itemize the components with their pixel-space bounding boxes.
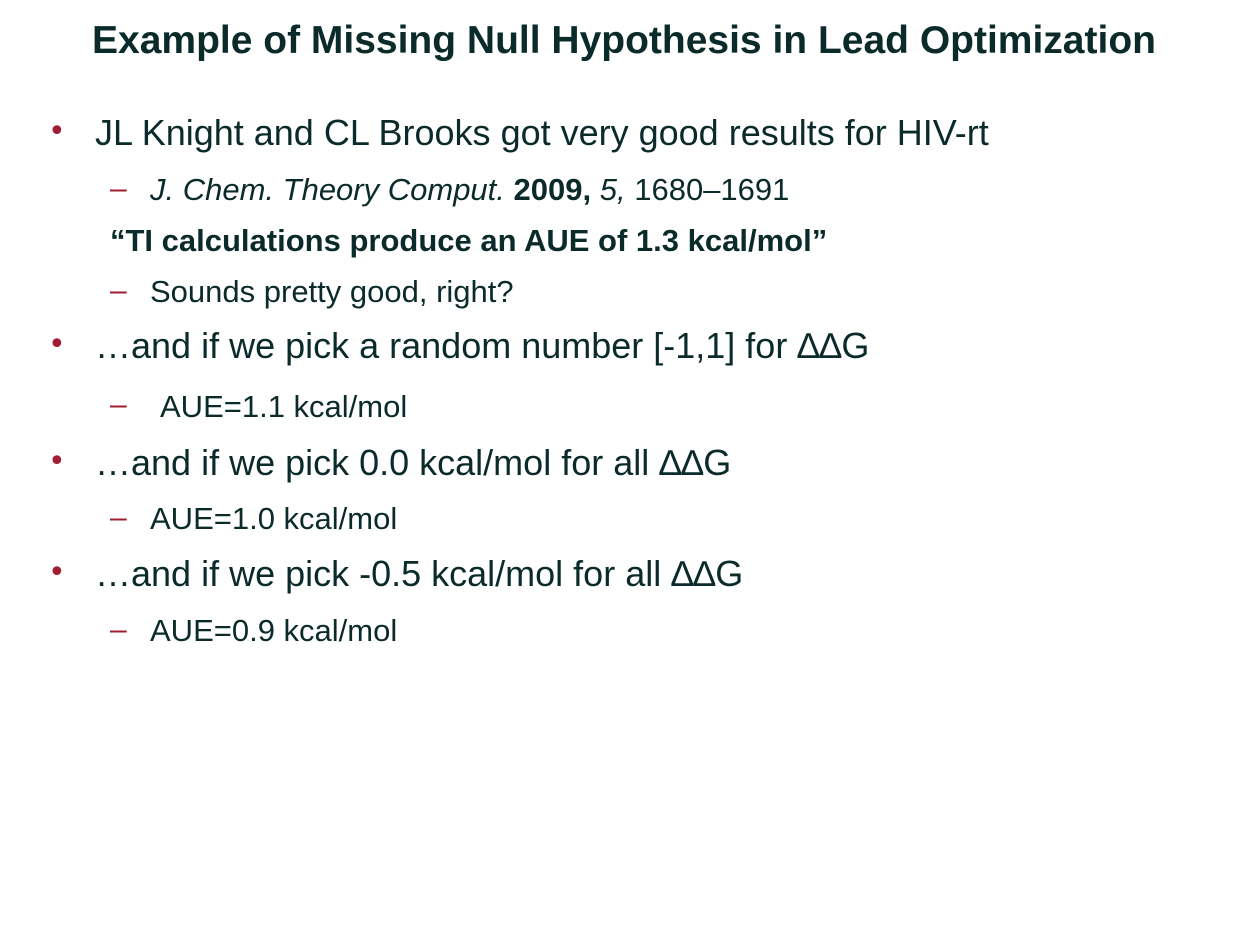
citation-journal: J. Chem. Theory Comput.	[150, 172, 505, 207]
dash-icon: –	[110, 274, 127, 307]
bullet-2-text: …and if we pick a random number [-1,1] f…	[95, 325, 870, 366]
dash-icon: –	[110, 172, 127, 205]
bullet-1-text: JL Knight and CL Brooks got very good re…	[95, 112, 989, 153]
citation-line: J. Chem. Theory Comput. 2009, 5, 1680–16…	[150, 171, 789, 209]
sub-bullet-text: Sounds pretty good, right?	[150, 274, 514, 309]
sub-bullet-text: AUE=1.0 kcal/mol	[150, 501, 398, 536]
bullet-3-text: …and if we pick 0.0 kcal/mol for all ∆∆G	[95, 442, 732, 483]
sub-bullet-text: AUE=0.9 kcal/mol	[150, 613, 398, 648]
bullet-dot-icon: •	[48, 114, 66, 149]
citation-year: 2009,	[513, 172, 592, 207]
bullet-4-text: …and if we pick -0.5 kcal/mol for all ∆∆…	[95, 553, 744, 594]
bullet-dot-icon: •	[48, 555, 66, 590]
dash-icon: –	[110, 613, 127, 646]
citation-pages: 1680–1691	[634, 172, 790, 207]
slide-title: Example of Missing Null Hypothesis in Le…	[92, 19, 1156, 62]
dash-icon: –	[110, 501, 127, 534]
dash-icon: –	[110, 388, 127, 421]
bullet-dot-icon: •	[48, 327, 66, 362]
bullet-dot-icon: •	[48, 444, 66, 479]
quote-text: “TI calculations produce an AUE of 1.3 k…	[110, 223, 828, 258]
citation-volume: 5,	[599, 172, 626, 207]
sub-bullet-text: AUE=1.1 kcal/mol	[160, 389, 408, 424]
